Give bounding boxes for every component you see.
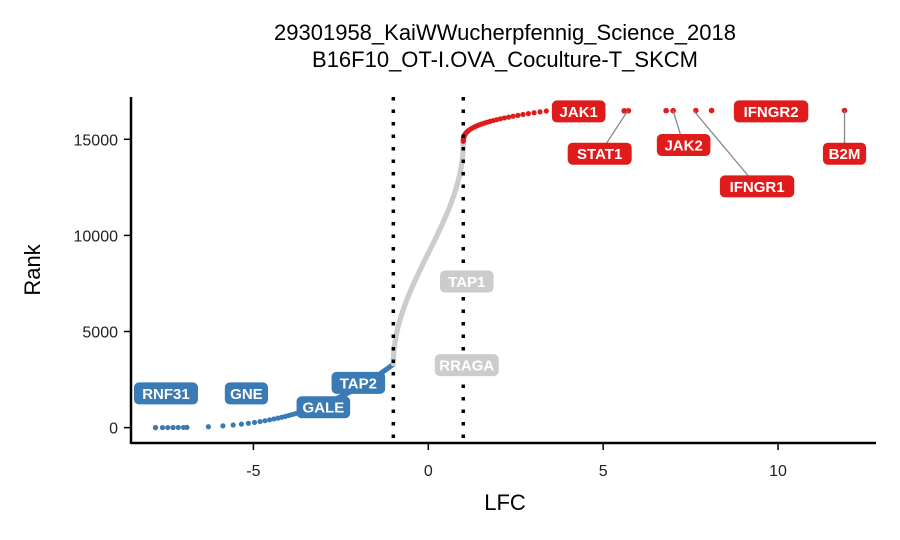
gene-point-depleted [245,420,251,426]
x-tick-label: -5 [246,463,260,480]
gene-label-ifngr1: IFNGR1 [719,175,795,198]
gene-label-text: IFNGR2 [744,104,799,121]
gene-point-depleted [251,419,258,426]
gene-label-box [567,142,632,165]
points-layer [152,107,848,431]
gene-label-ifngr2: IFNGR2 [733,100,809,123]
gene-label-text: TAP1 [448,274,485,291]
gene-label-text: B2M [829,146,861,163]
gene-point-depleted [267,417,273,423]
gene-point-enriched [537,109,543,115]
gene-label-box [656,134,711,157]
gene-point-depleted [257,418,263,425]
gene-label-box [733,100,809,123]
gene-point-depleted [175,424,181,431]
gene-label-gale: GALE [296,396,351,419]
gene-label-stat1: STAT1 [567,142,632,165]
chart-title: 29301958_KaiWWucherpfennig_Science_2018 [274,20,736,45]
gene-label-text: GNE [230,386,263,403]
gene-label-box [719,175,795,198]
gene-label-rraga: RRAGA [434,354,499,377]
gene-label-box [439,270,494,293]
gene-label-box [296,396,351,419]
x-tick-label: 0 [424,463,433,480]
gene-label-text: RNF31 [142,386,190,403]
gene-label-tap2: TAP2 [331,371,386,394]
gene-point-enriched [510,113,516,119]
gene-label-jak2: JAK2 [656,134,711,157]
gene-label-text: STAT1 [577,146,622,163]
gene-point-enriched [531,110,537,116]
gene-point-depleted [238,421,245,427]
gene-point-enriched [497,116,503,122]
gene-point-outlier [621,108,627,114]
y-tick-label: 10000 [74,228,119,245]
threshold-lines [391,97,466,443]
gene-label-box [822,142,867,165]
gene-label-gne: GNE [224,382,269,405]
gene-point-enriched [543,108,549,114]
gene-point-enriched [501,115,507,121]
gene-label-box [224,382,269,405]
gene-point-outlier [663,107,669,114]
gene-label-box [133,382,198,405]
gene-labels: JAK1 STAT1 JAK2 IFNGR1 IFNGR2 B2M TAP1 RRAGA RNF… [133,100,867,419]
gene-label-text: JAK1 [560,104,598,121]
leader-line [693,110,758,187]
chart-subtitle: B16F10_OT-I.OVA_Coculture-T_SKCM [312,47,698,72]
gene-point-enriched [525,111,531,117]
gene-point-depleted [230,422,236,428]
gene-point-depleted [205,424,211,430]
x-axis-title: LFC [484,490,526,515]
gene-point-outlier [708,107,715,114]
gene-point-depleted [170,424,176,431]
gene-point-depleted [165,424,171,431]
y-tick-label: 15000 [74,132,119,149]
gene-label-box [434,354,499,377]
gene-point-enriched [506,114,512,120]
gene-label-text: IFNGR1 [730,179,785,196]
gene-label-text: TAP2 [340,375,377,392]
y-tick-label: 0 [109,421,118,438]
gene-point-enriched [520,111,526,118]
gene-point-enriched [515,112,521,118]
gene-label-b2m: B2M [822,142,867,165]
gene-point-depleted [220,423,226,429]
gene-label-box [551,100,606,123]
gene-point-depleted [152,425,159,431]
gene-point-outlier [841,107,848,114]
gene-label-box [331,371,386,394]
gene-label-text: JAK2 [664,138,702,155]
gene-label-rnf31: RNF31 [133,382,198,405]
x-tick-label: 10 [769,463,787,480]
gene-point-depleted [262,418,268,424]
label-leaders [599,110,846,187]
gene-label-jak1: JAK1 [551,100,606,123]
y-axis-title: Rank [20,243,45,295]
gene-label-text: GALE [303,400,345,417]
axes: -5 0 5 10 0 5000 10000 15000 [74,97,876,480]
gene-label-tap1: TAP1 [439,270,494,293]
y-tick-label: 5000 [82,325,118,342]
x-tick-label: 5 [599,463,608,480]
gene-point-depleted [159,424,166,431]
gene-point-depleted [271,416,277,422]
gene-label-text: RRAGA [439,358,494,375]
gene-point-depleted [184,424,190,430]
